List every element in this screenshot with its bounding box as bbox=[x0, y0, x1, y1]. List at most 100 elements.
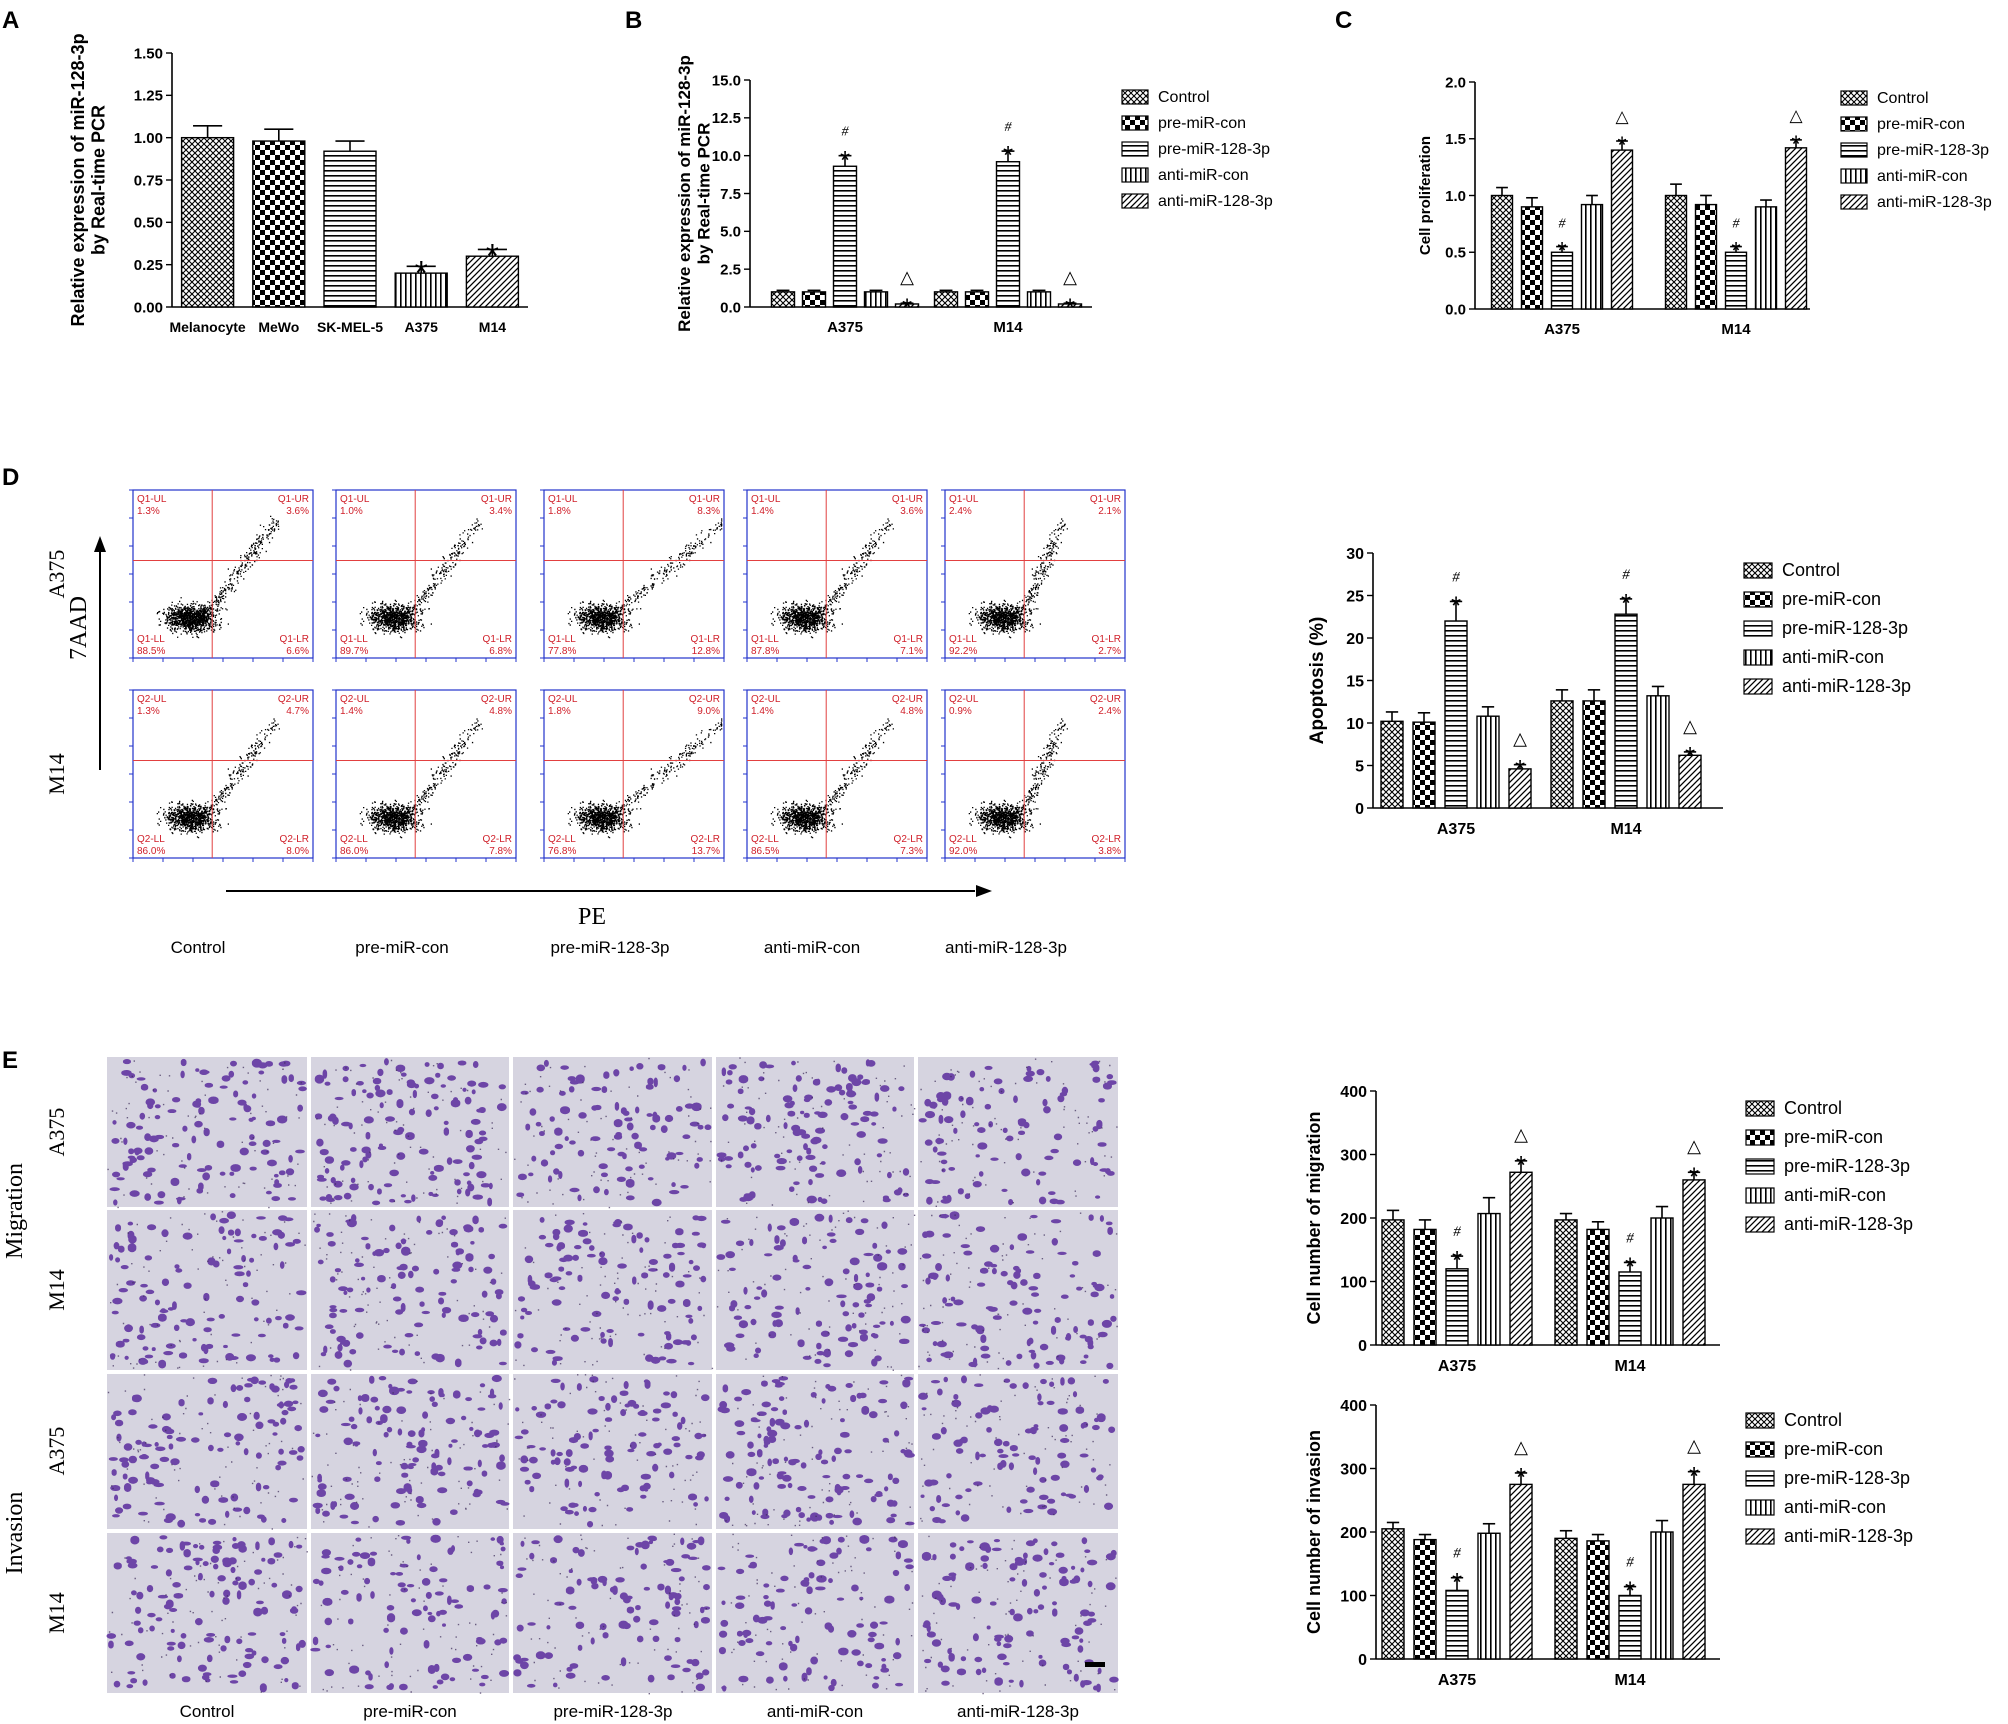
micrograph-section-label: Invasion bbox=[2, 1492, 28, 1575]
legend-entry: Control bbox=[1784, 1098, 1842, 1118]
micrograph bbox=[513, 1374, 712, 1529]
y-tick-label: 0.75 bbox=[134, 172, 163, 189]
flow-quadrant-name: Q2-LL bbox=[137, 834, 165, 845]
legend-entry: pre-miR-128-3p bbox=[1784, 1156, 1910, 1176]
panel-label-E: E bbox=[2, 1047, 18, 1074]
flow-quadrant-lr-value: 2.7% bbox=[1098, 646, 1121, 657]
y-axis-label: by Real-time PCR bbox=[89, 105, 109, 255]
bar bbox=[1554, 1219, 1578, 1346]
flow-quadrant-ur-value: 3.6% bbox=[900, 506, 923, 517]
significance-hash: # bbox=[1733, 217, 1741, 232]
y-tick-label: 0 bbox=[1358, 1652, 1367, 1669]
flow-quadrant-name: Q1-UL bbox=[137, 494, 167, 505]
flow-events bbox=[156, 515, 280, 639]
stained-cells bbox=[717, 1534, 914, 1692]
legend-swatch bbox=[1840, 90, 1868, 106]
flow-quadrant-ul-value: 1.3% bbox=[137, 506, 160, 517]
legend-entry: pre-miR-con bbox=[1784, 1439, 1883, 1459]
significance-triangle: △ bbox=[1687, 1136, 1701, 1156]
flow-plot-frame bbox=[944, 689, 1126, 859]
stained-cells bbox=[314, 1058, 507, 1207]
legend-swatch bbox=[1743, 591, 1773, 608]
y-tick-label: 0.25 bbox=[134, 257, 163, 274]
legend-entry: anti-miR-con bbox=[1784, 1497, 1886, 1517]
legend-swatch bbox=[1121, 89, 1149, 105]
legend-swatch bbox=[1121, 193, 1149, 209]
significance-star: * bbox=[1689, 1161, 1699, 1191]
micrograph bbox=[716, 1057, 916, 1207]
stained-cells bbox=[108, 1211, 307, 1369]
flow-group-label: anti-miR-con bbox=[764, 938, 860, 957]
micrograph-background bbox=[716, 1533, 914, 1693]
y-tick-label: 1.5 bbox=[1445, 131, 1466, 148]
flow-quadrant-ll-value: 89.7% bbox=[340, 646, 368, 657]
flow-quadrant-name: Q1-UR bbox=[892, 494, 923, 505]
flow-events bbox=[567, 518, 723, 639]
bar bbox=[1026, 291, 1052, 308]
micrograph-group-label: Control bbox=[180, 1702, 235, 1721]
legend-entry: pre-miR-con bbox=[1782, 589, 1881, 609]
flow-quadrant-name: Q2-LL bbox=[340, 834, 368, 845]
significance-triangle: △ bbox=[1514, 1125, 1528, 1145]
flow-quadrant-ur-value: 4.7% bbox=[286, 706, 309, 717]
micrograph-group-label: anti-miR-con bbox=[767, 1702, 863, 1721]
flow-quadrant-ur-value: 9.0% bbox=[697, 706, 720, 717]
legend-entry: anti-miR-con bbox=[1877, 168, 1968, 185]
y-axis-label: Cell number of migration bbox=[1304, 1111, 1324, 1324]
legend-swatch bbox=[1840, 116, 1868, 132]
flow-cytometry-grid: Q1-UL1.3%Q1-UR3.6%Q1-LL88.5%Q1-LR6.6%Q1-… bbox=[44, 489, 1126, 862]
y-tick-label: 0.50 bbox=[134, 215, 163, 232]
significance-star: * bbox=[1791, 131, 1800, 158]
x-tick-label: M14 bbox=[993, 319, 1023, 336]
flow-quadrant-name: Q1-LL bbox=[751, 634, 779, 645]
flow-quadrant-lr-value: 12.8% bbox=[692, 646, 720, 657]
y-tick-label: 1.25 bbox=[134, 88, 163, 105]
flow-quadrant-name: Q2-UL bbox=[548, 694, 578, 705]
bar bbox=[832, 165, 858, 308]
significance-star: * bbox=[1003, 140, 1013, 170]
legend-swatch bbox=[1121, 115, 1149, 131]
x-tick-label: M14 bbox=[1614, 1672, 1645, 1689]
panel-label-C: C bbox=[1335, 7, 1352, 34]
chart-a-expression: 0.00 0.25 0.50 0.75 1.00 1.25 1.50 Relative exp… bbox=[68, 33, 528, 335]
significance-star: * bbox=[1625, 1252, 1635, 1282]
flow-quadrant-name: Q2-LR bbox=[483, 834, 512, 845]
flow-plot-frame bbox=[543, 689, 725, 859]
flow-quadrant-lr-value: 13.7% bbox=[692, 846, 720, 857]
y-tick-label: 12.5 bbox=[712, 110, 741, 127]
legend-entry: pre-miR-128-3p bbox=[1784, 1468, 1910, 1488]
stained-cells bbox=[516, 1058, 712, 1207]
significance-star: * bbox=[1625, 1576, 1635, 1606]
x-tick-label: A375 bbox=[1544, 321, 1580, 338]
bar bbox=[252, 140, 306, 308]
flow-quadrant-name: Q2-LR bbox=[280, 834, 309, 845]
micrograph bbox=[513, 1533, 712, 1695]
flow-quadrant-ul-value: 1.4% bbox=[751, 706, 774, 717]
bar bbox=[1477, 1532, 1501, 1660]
flow-quadrant-name: Q1-UR bbox=[481, 494, 512, 505]
bar bbox=[1580, 203, 1604, 310]
stained-cells bbox=[310, 1534, 510, 1691]
y-tick-label: 5.0 bbox=[720, 224, 741, 241]
significance-hash: # bbox=[1626, 1554, 1634, 1570]
y-tick-label: 2.0 bbox=[1445, 74, 1466, 91]
flow-quadrant-name: Q1-UR bbox=[278, 494, 309, 505]
stained-cells bbox=[919, 1211, 1117, 1370]
flow-quadrant-ul-value: 1.4% bbox=[751, 506, 774, 517]
flow-quadrant-name: Q1-LL bbox=[949, 634, 977, 645]
micrograph-section-label: Migration bbox=[2, 1163, 28, 1259]
flow-quadrant-lr-value: 6.6% bbox=[286, 646, 309, 657]
micrograph bbox=[311, 1210, 509, 1371]
bar bbox=[1381, 1528, 1405, 1660]
flow-plot-frame bbox=[132, 689, 314, 859]
x-tick-label: M14 bbox=[1721, 321, 1751, 338]
flow-events bbox=[968, 718, 1068, 839]
legend-entry: pre-miR-128-3p bbox=[1158, 141, 1270, 158]
legend-swatch bbox=[1743, 678, 1773, 695]
significance-triangle: △ bbox=[1789, 106, 1803, 125]
